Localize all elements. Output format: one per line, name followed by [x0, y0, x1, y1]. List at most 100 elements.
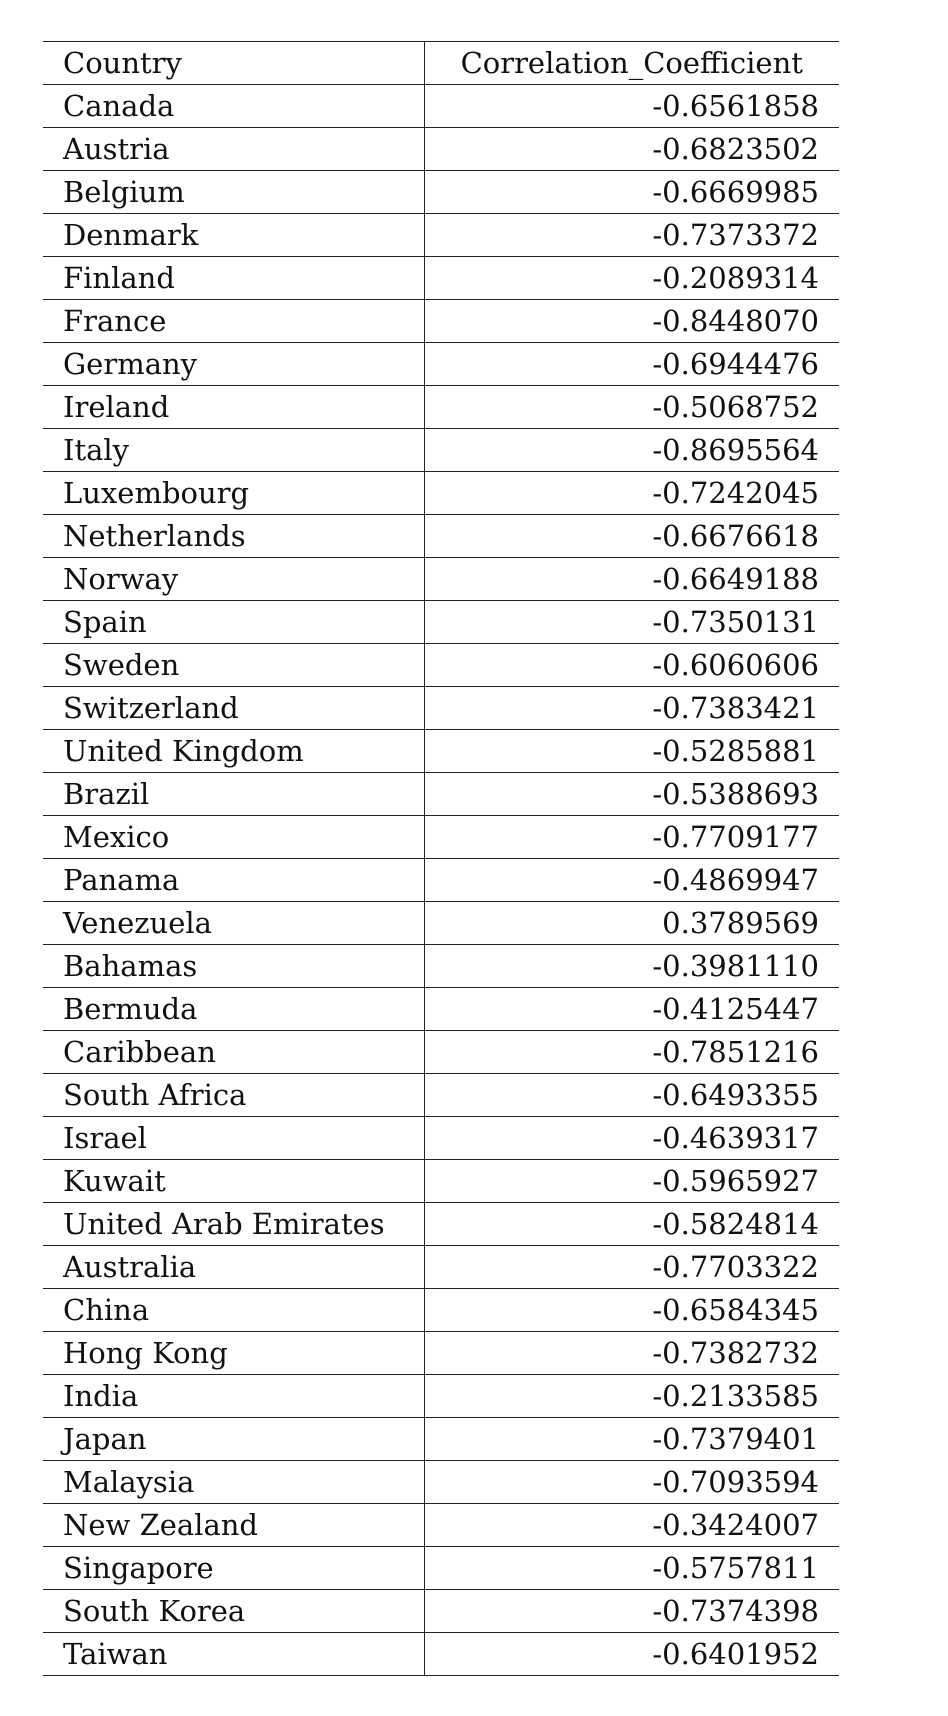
- country-cell: China: [43, 1288, 425, 1332]
- header-row: Country Correlation_Coefficient: [43, 41, 839, 85]
- table-row: Japan -0.7379401: [43, 1417, 839, 1461]
- country-cell: India: [43, 1374, 425, 1418]
- table-row: Caribbean -0.7851216: [43, 1030, 839, 1074]
- correlation-value-cell: -0.7373372: [424, 213, 839, 257]
- table-row: China -0.6584345: [43, 1288, 839, 1332]
- correlation-value-cell: -0.4869947: [424, 858, 839, 902]
- correlation-value-cell: -0.3981110: [424, 944, 839, 988]
- correlation-value-cell: -0.7350131: [424, 600, 839, 644]
- country-cell: Venezuela: [43, 901, 425, 945]
- country-cell: Caribbean: [43, 1030, 425, 1074]
- country-cell: Austria: [43, 127, 425, 171]
- table-row: United Arab Emirates -0.5824814: [43, 1202, 839, 1246]
- table-row: Bermuda -0.4125447: [43, 987, 839, 1031]
- table-row: Belgium -0.6669985: [43, 170, 839, 214]
- country-cell: South Africa: [43, 1073, 425, 1117]
- table-row: South Korea -0.7374398: [43, 1589, 839, 1633]
- correlation-value-cell: -0.6944476: [424, 342, 839, 386]
- table-row: Canada -0.6561858: [43, 84, 839, 128]
- table-row: India -0.2133585: [43, 1374, 839, 1418]
- table-row: Germany -0.6944476: [43, 342, 839, 386]
- table-row: Austria -0.6823502: [43, 127, 839, 171]
- correlation-value-cell: -0.6401952: [424, 1632, 839, 1676]
- country-cell: Israel: [43, 1116, 425, 1160]
- table-row: France -0.8448070: [43, 299, 839, 343]
- table-row: Spain -0.7350131: [43, 600, 839, 644]
- correlation-value-cell: -0.5824814: [424, 1202, 839, 1246]
- header-country: Country: [43, 41, 425, 85]
- country-cell: Mexico: [43, 815, 425, 859]
- correlation-table: Country Correlation_Coefficient Canada -0…: [43, 41, 839, 1676]
- country-cell: United Arab Emirates: [43, 1202, 425, 1246]
- country-cell: Norway: [43, 557, 425, 601]
- correlation-value-cell: -0.5965927: [424, 1159, 839, 1203]
- country-cell: United Kingdom: [43, 729, 425, 773]
- country-cell: Singapore: [43, 1546, 425, 1590]
- country-cell: Kuwait: [43, 1159, 425, 1203]
- country-cell: Germany: [43, 342, 425, 386]
- country-cell: Spain: [43, 600, 425, 644]
- table-row: Mexico -0.7709177: [43, 815, 839, 859]
- table-row: Panama -0.4869947: [43, 858, 839, 902]
- correlation-value-cell: -0.6561858: [424, 84, 839, 128]
- correlation-value-cell: -0.7851216: [424, 1030, 839, 1074]
- table-row: New Zealand -0.3424007: [43, 1503, 839, 1547]
- table-row: United Kingdom -0.5285881: [43, 729, 839, 773]
- table-row: Italy -0.8695564: [43, 428, 839, 472]
- table-row: Venezuela 0.3789569: [43, 901, 839, 945]
- correlation-value-cell: -0.5068752: [424, 385, 839, 429]
- table-row: Brazil -0.5388693: [43, 772, 839, 816]
- correlation-value-cell: -0.7383421: [424, 686, 839, 730]
- country-cell: Sweden: [43, 643, 425, 687]
- country-cell: Ireland: [43, 385, 425, 429]
- table-header: Country Correlation_Coefficient: [43, 41, 839, 85]
- correlation-value-cell: -0.7379401: [424, 1417, 839, 1461]
- correlation-value-cell: -0.6493355: [424, 1073, 839, 1117]
- country-cell: Hong Kong: [43, 1331, 425, 1375]
- table-body: Canada -0.6561858 Austria -0.6823502 Belgium…: [43, 84, 839, 1676]
- table-row: Malaysia -0.7093594: [43, 1460, 839, 1504]
- country-cell: Italy: [43, 428, 425, 472]
- correlation-value-cell: -0.8695564: [424, 428, 839, 472]
- country-cell: Netherlands: [43, 514, 425, 558]
- table-row: Netherlands -0.6676618: [43, 514, 839, 558]
- correlation-table-container: Country Correlation_Coefficient Canada -0…: [43, 41, 839, 1676]
- correlation-value-cell: -0.3424007: [424, 1503, 839, 1547]
- country-cell: Taiwan: [43, 1632, 425, 1676]
- correlation-value-cell: -0.6669985: [424, 170, 839, 214]
- country-cell: South Korea: [43, 1589, 425, 1633]
- correlation-value-cell: -0.7709177: [424, 815, 839, 859]
- correlation-value-cell: -0.4125447: [424, 987, 839, 1031]
- table-row: Hong Kong -0.7382732: [43, 1331, 839, 1375]
- country-cell: Canada: [43, 84, 425, 128]
- correlation-value-cell: -0.7374398: [424, 1589, 839, 1633]
- correlation-value-cell: -0.6823502: [424, 127, 839, 171]
- country-cell: Denmark: [43, 213, 425, 257]
- correlation-value-cell: -0.7242045: [424, 471, 839, 515]
- table-row: Finland -0.2089314: [43, 256, 839, 300]
- correlation-value-cell: -0.8448070: [424, 299, 839, 343]
- country-cell: Luxembourg: [43, 471, 425, 515]
- table-row: Kuwait -0.5965927: [43, 1159, 839, 1203]
- table-row: Australia -0.7703322: [43, 1245, 839, 1289]
- country-cell: Panama: [43, 858, 425, 902]
- table-row: Taiwan -0.6401952: [43, 1632, 839, 1676]
- country-cell: Switzerland: [43, 686, 425, 730]
- header-correlation-coefficient: Correlation_Coefficient: [424, 41, 839, 85]
- table-row: Denmark -0.7373372: [43, 213, 839, 257]
- country-cell: Malaysia: [43, 1460, 425, 1504]
- country-cell: Finland: [43, 256, 425, 300]
- correlation-value-cell: -0.7093594: [424, 1460, 839, 1504]
- country-cell: France: [43, 299, 425, 343]
- correlation-value-cell: -0.4639317: [424, 1116, 839, 1160]
- table-row: Israel -0.4639317: [43, 1116, 839, 1160]
- correlation-value-cell: -0.5285881: [424, 729, 839, 773]
- correlation-value-cell: -0.6060606: [424, 643, 839, 687]
- correlation-value-cell: -0.2089314: [424, 256, 839, 300]
- country-cell: Bermuda: [43, 987, 425, 1031]
- country-cell: Belgium: [43, 170, 425, 214]
- correlation-value-cell: -0.2133585: [424, 1374, 839, 1418]
- table-row: Norway -0.6649188: [43, 557, 839, 601]
- table-row: Singapore -0.5757811: [43, 1546, 839, 1590]
- table-row: Luxembourg -0.7242045: [43, 471, 839, 515]
